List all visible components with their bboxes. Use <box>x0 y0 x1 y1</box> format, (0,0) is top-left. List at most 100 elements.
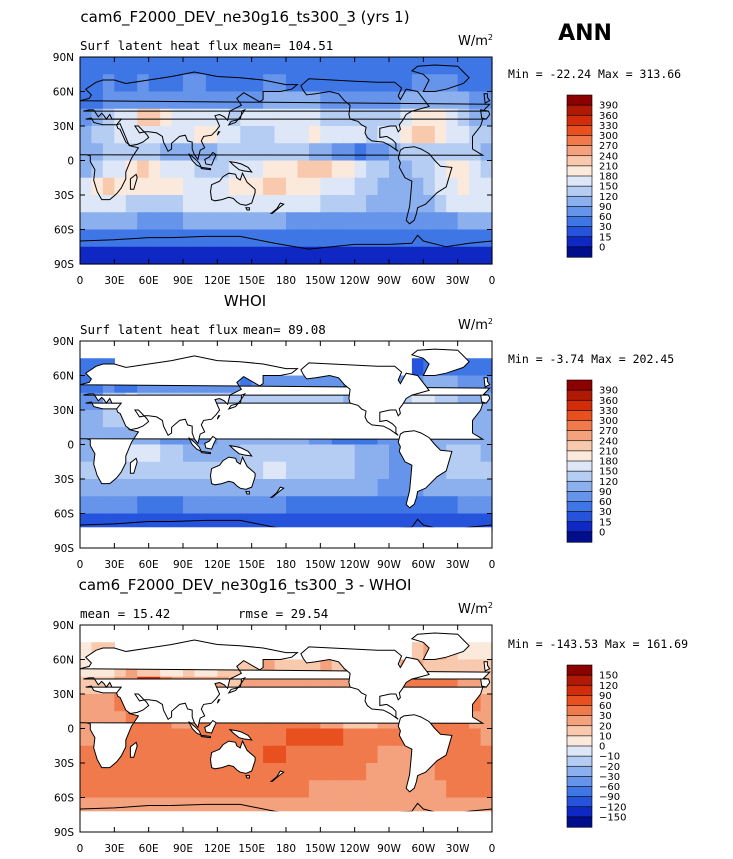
heatmap-cell <box>91 496 104 515</box>
heatmap-cell <box>389 763 402 781</box>
heatmap-cell <box>125 496 138 515</box>
heatmap-cell <box>240 212 253 231</box>
heatmap-cell <box>160 126 173 144</box>
heatmap-cell <box>480 745 493 764</box>
heatmap-cell <box>400 246 413 265</box>
colorbar-label: 60 <box>599 497 612 508</box>
heatmap-cell <box>240 177 253 196</box>
heatmap-cell <box>217 143 230 162</box>
heatmap-cell <box>137 212 150 231</box>
heatmap-cell <box>354 143 367 162</box>
heatmap-cell <box>343 229 356 248</box>
heatmap-cell <box>171 143 184 162</box>
coastline <box>300 646 430 720</box>
panel-title: cam6_F2000_DEV_ne30g16_ts300_3 (yrs 1) <box>80 8 409 27</box>
heatmap-cell <box>251 177 264 196</box>
heatmap-cell <box>320 91 333 110</box>
stat-label: mean= 89.08 <box>243 322 326 337</box>
heatmap-cell <box>160 229 173 248</box>
heatmap-cell <box>411 358 424 377</box>
colorbar-label: 30 <box>599 711 612 722</box>
heatmap-cell <box>343 745 356 764</box>
heatmap-cell <box>366 160 379 179</box>
heatmap-cell <box>102 74 115 93</box>
heatmap-cell <box>308 763 321 781</box>
heatmap-cell <box>308 780 321 799</box>
heatmap-cell <box>80 728 93 747</box>
heatmap-cell <box>171 108 184 127</box>
heatmap-cell <box>91 126 104 144</box>
heatmap-cell <box>148 728 161 747</box>
heatmap-cell <box>91 479 104 497</box>
heatmap-cell <box>263 745 276 764</box>
heatmap-cell <box>320 797 333 816</box>
heatmap-cell <box>434 143 447 162</box>
heatmap-cell <box>320 246 333 265</box>
heatmap-cell <box>343 461 356 480</box>
heatmap-cell <box>434 246 447 265</box>
heatmap-cell <box>400 177 413 196</box>
heatmap-cell <box>91 797 104 816</box>
coastline <box>216 699 221 704</box>
heatmap-cell <box>114 177 127 196</box>
heatmap-cell <box>480 642 493 661</box>
heatmap-cell <box>286 496 299 515</box>
heatmap-cell <box>480 780 493 799</box>
coastline <box>397 146 453 225</box>
heatmap-cell <box>91 410 104 428</box>
heatmap-cell <box>457 444 470 463</box>
heatmap-cell <box>171 212 184 231</box>
heatmap-cell <box>91 74 104 93</box>
heatmap-cell <box>297 108 310 127</box>
heatmap-cell <box>320 57 333 75</box>
heatmap-cell <box>366 461 379 480</box>
heatmap-cell <box>263 763 276 781</box>
heatmap-cell <box>183 780 196 799</box>
heatmap-cell <box>148 496 161 515</box>
heatmap-cell <box>411 513 424 532</box>
heatmap-cell <box>469 229 482 248</box>
heatmap-cell <box>423 780 436 799</box>
heatmap-cell <box>91 513 104 532</box>
colorbar-label: 150 <box>599 467 618 478</box>
heatmap-cell <box>457 229 470 248</box>
heatmap-cell <box>343 195 356 213</box>
heatmap-cell <box>102 410 115 428</box>
heatmap-cell <box>183 57 196 75</box>
heatmap-cell <box>240 797 253 816</box>
heatmap-cell <box>137 246 150 265</box>
heatmap-cell <box>423 246 436 265</box>
heatmap-cell <box>137 763 150 781</box>
heatmap-cell <box>377 763 390 781</box>
heatmap-cell <box>354 496 367 515</box>
heatmap-cell <box>137 745 150 764</box>
colorbar-label: −10 <box>599 752 620 763</box>
x-tick-label: 90W <box>377 843 401 855</box>
heatmap-cell <box>274 461 287 480</box>
heatmap-cell <box>366 797 379 816</box>
heatmap-cell <box>148 246 161 265</box>
heatmap-cell <box>446 160 459 179</box>
colorbar-label: 390 <box>599 386 618 397</box>
heatmap-cell <box>148 763 161 781</box>
heatmap-cell <box>434 57 447 75</box>
heatmap-cell <box>240 126 253 144</box>
heatmap-cell <box>366 780 379 799</box>
heatmap-cell <box>137 91 150 110</box>
heatmap-cell <box>102 212 115 231</box>
heatmap-cell <box>125 126 138 144</box>
colorbar-swatch <box>566 114 593 126</box>
heatmap-cell <box>400 126 413 144</box>
heatmap-cell <box>217 108 230 127</box>
heatmap-cell <box>114 195 127 213</box>
heatmap-cell <box>331 246 344 265</box>
x-tick-label: 90W <box>377 275 401 287</box>
heatmap-cell <box>183 108 196 127</box>
heatmap-cell <box>308 479 321 497</box>
heatmap-cell <box>80 496 93 515</box>
heatmap-cell <box>480 358 493 377</box>
colorbar-label: −90 <box>599 792 620 803</box>
heatmap-cell <box>160 177 173 196</box>
heatmap-cell <box>194 108 207 127</box>
